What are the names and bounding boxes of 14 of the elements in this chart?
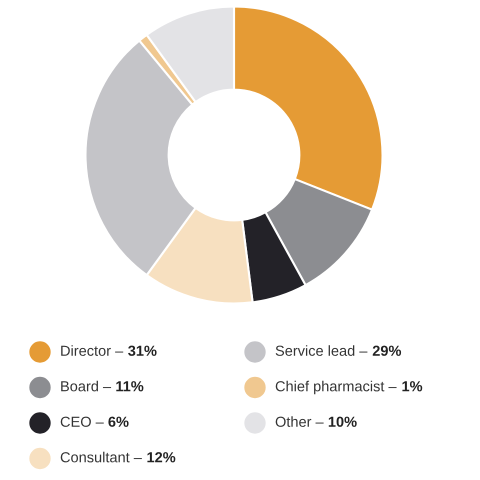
- legend-label: CEO –: [60, 416, 104, 427]
- legend-label: Chief pharmacist –: [276, 380, 397, 394]
- data-label: 10%: [328, 416, 357, 427]
- data-label: 31%: [128, 346, 157, 356]
- legend-label: Board –: [61, 380, 112, 392]
- data-label: 12%: [147, 452, 176, 462]
- data-label: 29%: [372, 346, 402, 356]
- legend-label: Other –: [276, 416, 324, 427]
- legend-label: Consultant –: [60, 452, 142, 462]
- data-label: 11%: [116, 381, 144, 392]
- data-label: 1%: [402, 381, 422, 392]
- legend-label: Director –: [61, 345, 124, 356]
- data-label: 6%: [108, 416, 129, 427]
- legend-label: Service lead –: [276, 345, 368, 356]
